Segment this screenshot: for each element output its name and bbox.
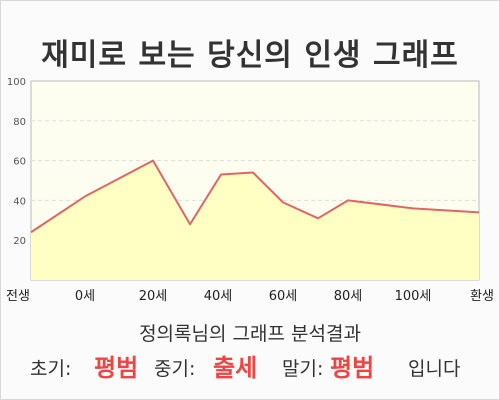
data-point [412, 207, 414, 209]
data-point [347, 199, 349, 201]
series-line [30, 159, 480, 234]
mid-value: 출세 [213, 354, 258, 382]
chart-title: 재미로 보는 당신의 인생 그래프 [41, 38, 459, 73]
y-tick-label: 80 [13, 117, 26, 128]
x-tick-label: 전생 [6, 289, 30, 304]
data-point [478, 211, 480, 213]
y-tick-label: 40 [13, 196, 26, 207]
early-label: 초기: [30, 358, 72, 380]
x-tick-label: 60세 [269, 289, 298, 304]
result-title: 정의록님의 그래프 분석결과 [139, 323, 361, 345]
early-value: 평범 [94, 354, 139, 382]
x-tick-label: 40세 [204, 289, 233, 304]
x-tick-label: 20세 [139, 289, 168, 304]
late-value: 평범 [330, 354, 375, 382]
y-tick-label: 60 [13, 157, 26, 168]
y-tick-label: 100 [7, 77, 26, 88]
result-summary: 초기: 평범 중기: 출세 말기: 평범 입니다 [0, 348, 500, 382]
x-tick-label: 100세 [395, 289, 432, 304]
area-fill [31, 160, 479, 280]
data-point [30, 231, 32, 233]
data-point [282, 201, 284, 203]
x-tick-label: 0세 [75, 289, 95, 304]
x-tick-label: 80세 [334, 289, 363, 304]
result-suffix: 입니다 [408, 358, 461, 380]
x-tick-label: 환생 [470, 289, 494, 304]
data-point [152, 160, 154, 162]
data-point [189, 223, 191, 225]
data-point [220, 174, 222, 176]
data-point [317, 217, 319, 219]
y-tick-label: 20 [13, 236, 26, 247]
late-label: 말기: [282, 358, 324, 380]
mid-label: 중기: [154, 358, 196, 380]
data-point [84, 195, 86, 197]
data-point [252, 172, 254, 174]
